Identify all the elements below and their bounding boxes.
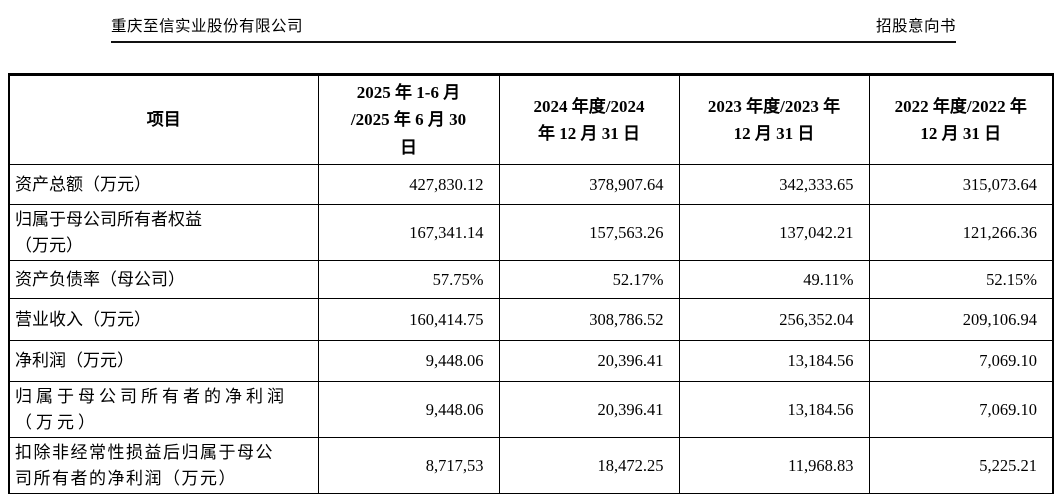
- value-cell: 13,184.56: [678, 340, 870, 382]
- table-row-parent-equity: 归属于母公司所有者权益 （万元） 167,341.14 157,563.26 1…: [8, 204, 1054, 261]
- row-label: 资产总额（万元）: [8, 164, 319, 205]
- value-cell: 378,907.64: [498, 164, 680, 205]
- row-label: 资产负债率（母公司）: [8, 260, 319, 299]
- value-cell: 18,472.25: [498, 437, 680, 494]
- col-header-item: 项目: [8, 74, 319, 165]
- value-cell: 315,073.64: [868, 164, 1054, 205]
- value-cell: 49.11%: [678, 260, 870, 299]
- row-label: 归属于母公司所有者的净利润 （万元）: [8, 381, 319, 438]
- value-cell: 157,563.26: [498, 204, 680, 261]
- value-cell: 5,225.21: [868, 437, 1054, 494]
- value-cell: 308,786.52: [498, 298, 680, 341]
- row-label: 净利润（万元）: [8, 340, 319, 382]
- company-name: 重庆至信实业股份有限公司: [111, 18, 304, 35]
- col-header-2022: 2022 年度/2022 年 12 月 31 日: [868, 74, 1054, 165]
- value-cell: 121,266.36: [868, 204, 1054, 261]
- table-header-row: 项目 2025 年 1-6 月 /2025 年 6 月 30 日 2024 年度…: [8, 74, 1054, 165]
- table-row-operating-revenue: 营业收入（万元） 160,414.75 308,786.52 256,352.0…: [8, 298, 1054, 341]
- value-cell: 20,396.41: [498, 381, 680, 438]
- page-header: 重庆至信实业股份有限公司 招股意向书: [111, 14, 956, 43]
- value-cell: 9,448.06: [317, 340, 500, 382]
- financial-summary-table: 项目 2025 年 1-6 月 /2025 年 6 月 30 日 2024 年度…: [8, 73, 1054, 494]
- value-cell: 7,069.10: [868, 381, 1054, 438]
- row-label: 归属于母公司所有者权益 （万元）: [8, 204, 319, 261]
- table-row-net-profit: 净利润（万元） 9,448.06 20,396.41 13,184.56 7,0…: [8, 340, 1054, 382]
- col-header-2023: 2023 年度/2023 年 12 月 31 日: [678, 74, 870, 165]
- value-cell: 342,333.65: [678, 164, 870, 205]
- col-header-2024: 2024 年度/2024 年 12 月 31 日: [498, 74, 680, 165]
- value-cell: 13,184.56: [678, 381, 870, 438]
- table-row-total-assets: 资产总额（万元） 427,830.12 378,907.64 342,333.6…: [8, 164, 1054, 205]
- value-cell: 52.15%: [868, 260, 1054, 299]
- value-cell: 256,352.04: [678, 298, 870, 341]
- value-cell: 427,830.12: [317, 164, 500, 205]
- col-header-2025: 2025 年 1-6 月 /2025 年 6 月 30 日: [317, 74, 500, 165]
- value-cell: 209,106.94: [868, 298, 1054, 341]
- value-cell: 167,341.14: [317, 204, 500, 261]
- value-cell: 52.17%: [498, 260, 680, 299]
- value-cell: 8,717,53: [317, 437, 500, 494]
- value-cell: 20,396.41: [498, 340, 680, 382]
- value-cell: 160,414.75: [317, 298, 500, 341]
- value-cell: 57.75%: [317, 260, 500, 299]
- table-row-deducted-net-profit: 扣除非经常性损益后归属于母公 司所有者的净利润（万元） 8,717,53 18,…: [8, 437, 1054, 494]
- table-row-parent-net-profit: 归属于母公司所有者的净利润 （万元） 9,448.06 20,396.41 13…: [8, 381, 1054, 438]
- value-cell: 11,968.83: [678, 437, 870, 494]
- doc-type-label: 招股意向书: [875, 18, 956, 35]
- table-row-debt-ratio: 资产负债率（母公司） 57.75% 52.17% 49.11% 52.15%: [8, 260, 1054, 299]
- row-label: 扣除非经常性损益后归属于母公 司所有者的净利润（万元）: [8, 437, 319, 494]
- value-cell: 137,042.21: [678, 204, 870, 261]
- value-cell: 7,069.10: [868, 340, 1054, 382]
- value-cell: 9,448.06: [317, 381, 500, 438]
- row-label: 营业收入（万元）: [8, 298, 319, 341]
